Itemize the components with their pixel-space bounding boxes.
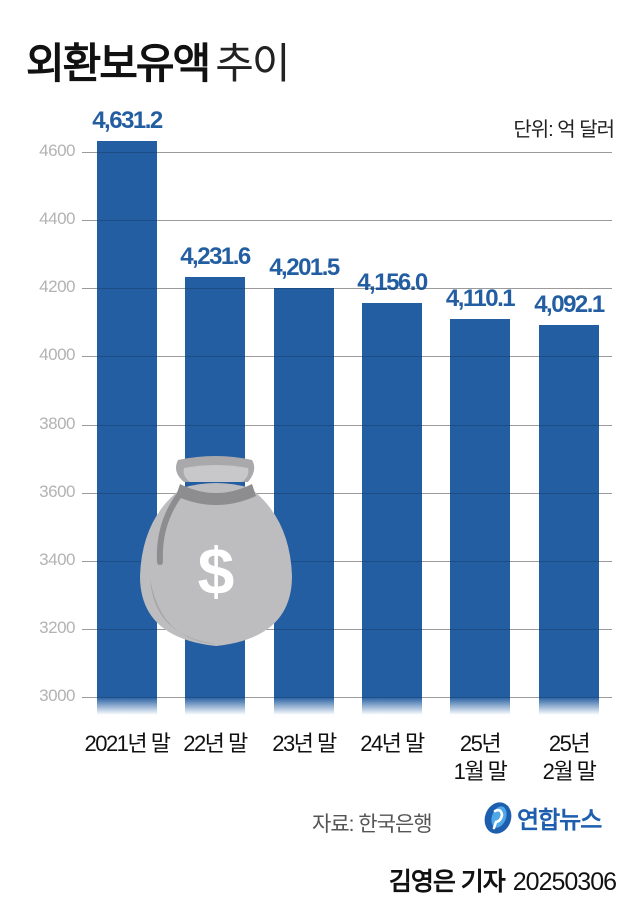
y-tick-label: 4000 [39, 345, 75, 364]
x-label-line2: 1월 말 [453, 759, 508, 784]
x-label-line1: 23년 말 [272, 731, 337, 756]
source-label: 자료: 한국은행 [312, 813, 433, 836]
x-label-line1: 25년 [548, 731, 591, 756]
gridline-overlay [82, 561, 612, 562]
logo-text: 연합뉴스 [517, 807, 602, 834]
x-label-line1: 22년 말 [183, 731, 248, 756]
gridline-overlay [82, 288, 612, 289]
publish-date: 20250306 [512, 868, 617, 896]
gridline [82, 629, 612, 630]
x-axis-label: 2021년 말 [72, 730, 182, 758]
money-bag-icon: $ [140, 456, 292, 646]
x-axis-label: 25년 2월 말 [514, 730, 624, 786]
gridline-overlay [82, 493, 612, 494]
y-tick-label: 3800 [39, 414, 75, 433]
x-axis-label: 22년 말 [160, 730, 270, 758]
gridline [82, 288, 612, 289]
value-label: 4,631.2 [92, 107, 163, 134]
gridline-overlay [82, 356, 612, 357]
y-tick-label: 3400 [39, 550, 75, 569]
gridline-overlay [82, 629, 612, 630]
title-sub: 추이 [215, 40, 290, 87]
x-label-line2: 2월 말 [542, 759, 597, 784]
x-axis-label: 24년 말 [337, 730, 447, 758]
value-label: 4,092.1 [534, 291, 605, 318]
gridline [82, 561, 612, 562]
x-axis-label: 23년 말 [249, 730, 359, 758]
reporter-name: 김영은 기자 [388, 868, 506, 896]
x-label-line1: 2021년 말 [84, 731, 171, 756]
gridline [82, 425, 612, 426]
gridline [82, 152, 612, 153]
gridline-overlay [82, 220, 612, 221]
y-tick-label: 4400 [39, 209, 75, 228]
x-label-line1: 25년 [459, 731, 502, 756]
bar-fade [362, 697, 422, 715]
x-label-line1: 24년 말 [360, 731, 425, 756]
gridline-overlay [82, 697, 612, 698]
gridline [82, 697, 612, 698]
value-label: 4,201.5 [269, 254, 340, 281]
gridline [82, 356, 612, 357]
yonhap-logo: 연합뉴스 [481, 800, 602, 835]
y-tick-label: 3200 [39, 618, 75, 637]
gridline-overlay [82, 425, 612, 426]
value-label: 4,156.0 [357, 269, 428, 296]
title-main: 외환보유액 [26, 40, 211, 87]
value-label: 4,110.1 [445, 285, 516, 312]
yonhap-logo-icon [484, 801, 512, 834]
bar-fade [274, 697, 334, 715]
bar [274, 288, 334, 697]
svg-text:$: $ [198, 534, 235, 608]
byline: 김영은 기자 20250306 [388, 862, 617, 898]
gridline-overlay [82, 152, 612, 153]
y-tick-label: 4200 [39, 277, 75, 296]
bar [450, 319, 510, 697]
chart-title: 외환보유액 추이 [26, 30, 290, 91]
gridline [82, 493, 612, 494]
y-tick-label: 3600 [39, 482, 75, 501]
bar-fade [97, 697, 157, 715]
value-label: 4,231.6 [180, 243, 251, 270]
bar [362, 303, 422, 697]
bar-fade [450, 697, 510, 715]
bar-fade [539, 697, 599, 715]
x-axis-label: 25년 1월 말 [425, 730, 535, 786]
bar [539, 325, 599, 697]
gridline [82, 220, 612, 221]
y-tick-label: 3000 [39, 686, 75, 705]
bar-fade [185, 697, 245, 715]
y-tick-label: 4600 [39, 141, 75, 160]
unit-label: 단위: 억 달러 [513, 119, 615, 141]
